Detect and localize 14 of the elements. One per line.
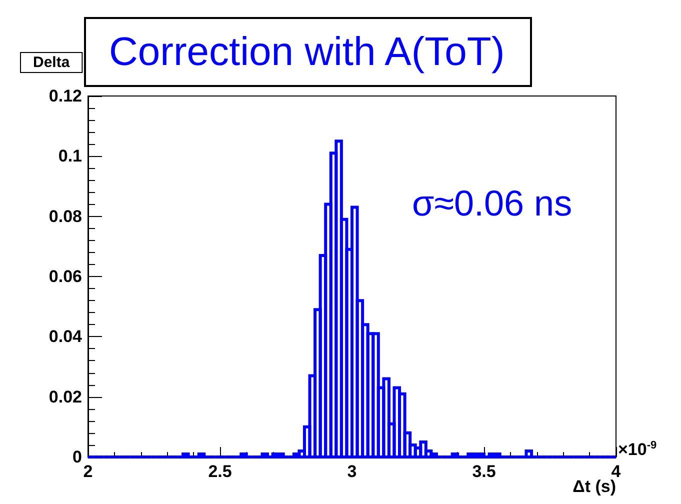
x-tick-label: 3 [347,462,357,481]
y-tick-label: 0.1 [58,146,82,166]
annotation: σ≈0.06 ns [412,182,572,224]
y-tick-label: 0.06 [48,267,82,286]
y-tick-label: 0 [72,448,82,466]
x-tick-label: 2 [83,462,93,481]
y-tick-label: 0.02 [48,387,82,406]
x-tick-label: 3.5 [472,462,496,481]
y-tick-label: 0.04 [48,327,83,346]
x-tick-label: 2.5 [208,462,232,481]
y-tick-label: 0.08 [48,206,82,226]
chart-title: Correction with A(ToT) [109,30,505,74]
y-tick-label: 0.12 [48,86,82,106]
text: Delta [33,54,70,71]
